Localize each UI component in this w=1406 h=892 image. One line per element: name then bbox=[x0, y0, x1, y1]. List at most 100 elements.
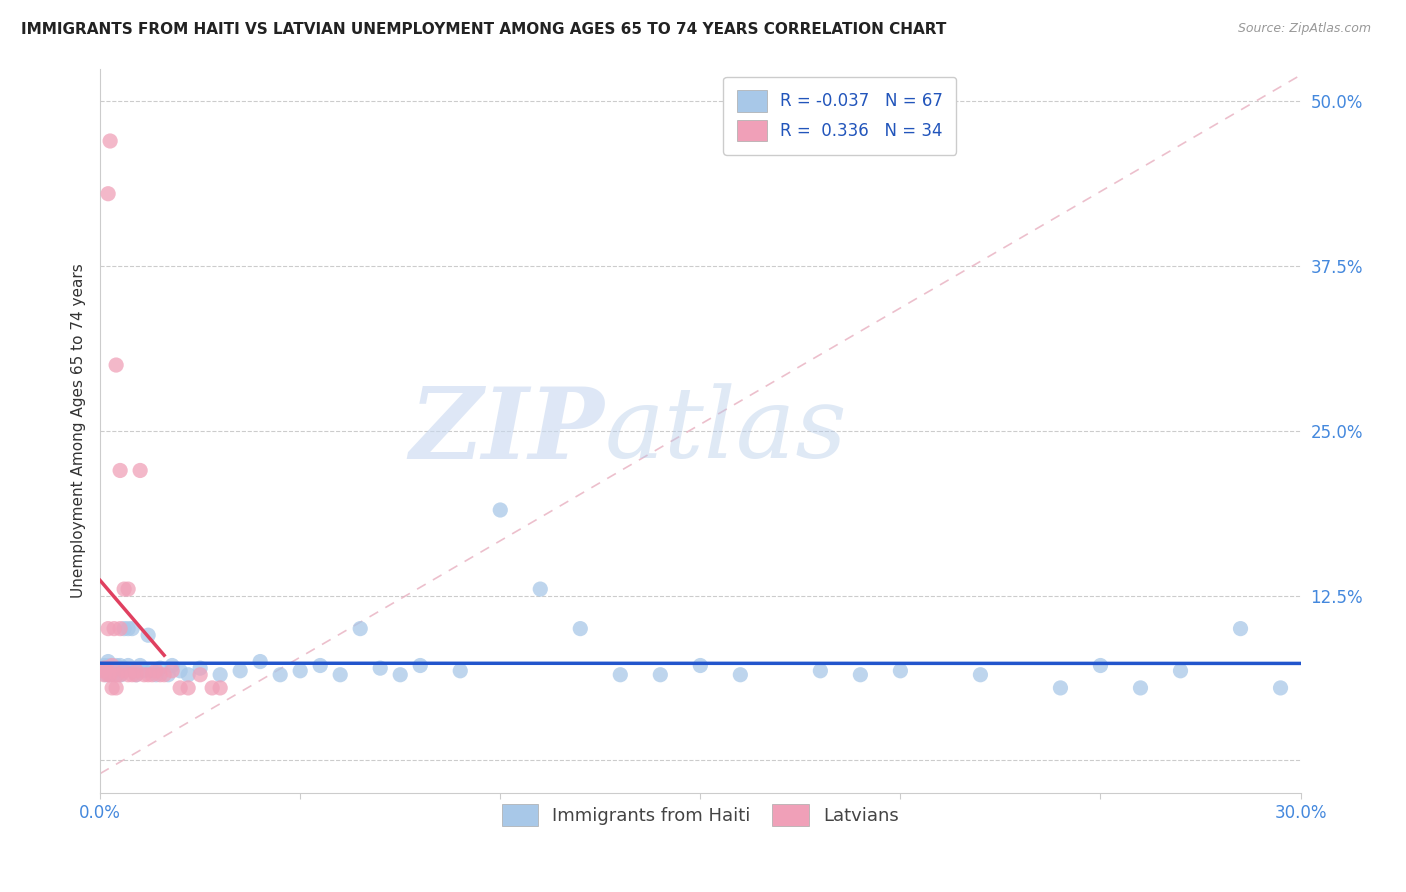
Point bbox=[96, 661, 118, 675]
Point bbox=[121, 667, 143, 681]
Point bbox=[141, 664, 163, 678]
Point bbox=[1270, 681, 1292, 695]
Point bbox=[105, 681, 128, 695]
Point bbox=[105, 658, 128, 673]
Point bbox=[112, 582, 135, 596]
Point bbox=[808, 664, 831, 678]
Point bbox=[107, 661, 129, 675]
Point bbox=[249, 655, 271, 669]
Point bbox=[209, 681, 232, 695]
Point bbox=[98, 667, 121, 681]
Point bbox=[449, 664, 471, 678]
Point bbox=[105, 667, 128, 681]
Point bbox=[91, 664, 114, 678]
Point bbox=[169, 664, 191, 678]
Point bbox=[141, 667, 163, 681]
Point bbox=[105, 664, 128, 678]
Point bbox=[101, 681, 124, 695]
Point bbox=[121, 664, 143, 678]
Point bbox=[91, 661, 114, 675]
Point bbox=[105, 667, 128, 681]
Point bbox=[229, 664, 252, 678]
Point bbox=[389, 667, 412, 681]
Point bbox=[177, 667, 200, 681]
Point bbox=[177, 681, 200, 695]
Legend: Immigrants from Haiti, Latvians: Immigrants from Haiti, Latvians bbox=[494, 795, 908, 835]
Point bbox=[145, 664, 167, 678]
Point bbox=[349, 622, 371, 636]
Point bbox=[157, 667, 180, 681]
Point bbox=[117, 658, 139, 673]
Point bbox=[108, 658, 131, 673]
Point bbox=[1229, 622, 1251, 636]
Text: atlas: atlas bbox=[605, 384, 846, 479]
Point bbox=[149, 667, 172, 681]
Point bbox=[125, 667, 148, 681]
Point bbox=[101, 666, 124, 681]
Point bbox=[1129, 681, 1152, 695]
Point bbox=[98, 667, 121, 681]
Point bbox=[209, 667, 232, 681]
Point bbox=[134, 667, 156, 681]
Point bbox=[849, 667, 872, 681]
Point bbox=[188, 661, 211, 675]
Point bbox=[689, 658, 711, 673]
Point bbox=[112, 664, 135, 678]
Point bbox=[117, 582, 139, 596]
Point bbox=[97, 658, 120, 673]
Point bbox=[93, 658, 115, 673]
Point bbox=[108, 664, 131, 678]
Point bbox=[94, 664, 117, 678]
Point bbox=[134, 664, 156, 678]
Point bbox=[103, 622, 125, 636]
Point bbox=[97, 655, 120, 669]
Text: ZIP: ZIP bbox=[409, 383, 605, 479]
Point bbox=[569, 622, 592, 636]
Point bbox=[650, 667, 672, 681]
Point bbox=[309, 658, 332, 673]
Point bbox=[368, 661, 391, 675]
Point bbox=[103, 667, 125, 681]
Point bbox=[889, 664, 911, 678]
Point bbox=[108, 622, 131, 636]
Point bbox=[105, 358, 128, 372]
Point bbox=[169, 681, 191, 695]
Point bbox=[117, 667, 139, 681]
Point bbox=[101, 664, 124, 678]
Point bbox=[97, 622, 120, 636]
Point bbox=[101, 661, 124, 675]
Point bbox=[117, 622, 139, 636]
Point bbox=[129, 463, 152, 477]
Point bbox=[93, 661, 115, 675]
Point bbox=[188, 667, 211, 681]
Point bbox=[108, 463, 131, 477]
Point bbox=[112, 622, 135, 636]
Point bbox=[136, 628, 159, 642]
Point bbox=[97, 664, 120, 678]
Point bbox=[136, 667, 159, 681]
Point bbox=[145, 667, 167, 681]
Point bbox=[125, 667, 148, 681]
Point bbox=[110, 667, 132, 681]
Point bbox=[129, 658, 152, 673]
Point bbox=[409, 658, 432, 673]
Point bbox=[969, 667, 991, 681]
Point bbox=[149, 661, 172, 675]
Point bbox=[160, 664, 183, 678]
Text: IMMIGRANTS FROM HAITI VS LATVIAN UNEMPLOYMENT AMONG AGES 65 TO 74 YEARS CORRELAT: IMMIGRANTS FROM HAITI VS LATVIAN UNEMPLO… bbox=[21, 22, 946, 37]
Point bbox=[93, 667, 115, 681]
Point bbox=[153, 667, 176, 681]
Point bbox=[609, 667, 631, 681]
Point bbox=[1049, 681, 1071, 695]
Point bbox=[97, 667, 120, 681]
Point bbox=[290, 664, 312, 678]
Point bbox=[97, 186, 120, 201]
Point bbox=[329, 667, 352, 681]
Point bbox=[489, 503, 512, 517]
Point bbox=[121, 622, 143, 636]
Point bbox=[94, 667, 117, 681]
Point bbox=[98, 134, 121, 148]
Point bbox=[269, 667, 291, 681]
Point bbox=[201, 681, 224, 695]
Point bbox=[730, 667, 752, 681]
